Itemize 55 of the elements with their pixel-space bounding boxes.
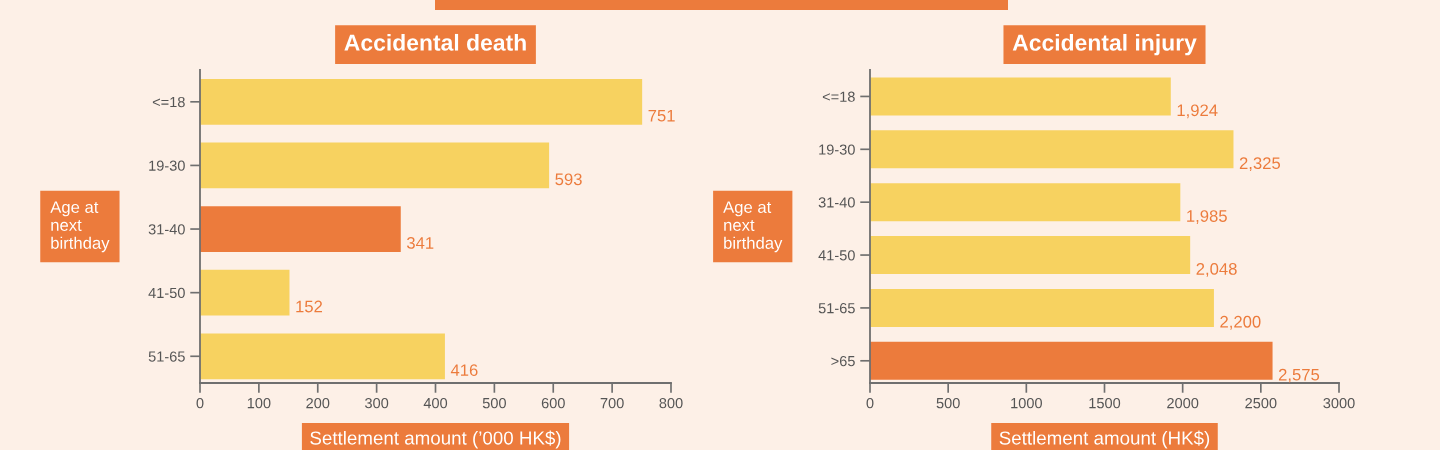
x-tick-label: 300	[365, 397, 389, 409]
y-tick-label: 31-40	[818, 197, 855, 208]
data-label: 2,200	[1220, 315, 1261, 330]
data-label: 593	[555, 173, 582, 186]
data-label: 1,924	[1177, 104, 1218, 119]
x-axis-title: Settlement amount (HK$)	[999, 430, 1210, 449]
x-tick-label: 500	[482, 397, 506, 409]
y-tick-label: >65	[831, 355, 855, 367]
x-tick-label: 2500	[1245, 397, 1277, 409]
x-axis-title: Settlement amount (’000 HK$)	[310, 430, 561, 449]
x-tick-label: 0	[866, 397, 874, 409]
x-tick-label: 800	[659, 397, 683, 409]
y-tick-label: 19-30	[149, 160, 185, 171]
bar	[870, 236, 1191, 275]
data-label: 341	[406, 236, 434, 249]
data-label: 751	[648, 109, 675, 122]
data-label: 2,325	[1239, 157, 1281, 172]
y-tick-label: 51-65	[148, 351, 185, 362]
data-label: 2,048	[1196, 263, 1237, 277]
x-tick-label: 500	[936, 397, 960, 409]
data-label: 416	[450, 364, 478, 377]
x-tick-label: 400	[423, 397, 448, 409]
data-label: 152	[296, 300, 323, 313]
bar	[870, 130, 1234, 169]
y-tick-label: 31-40	[148, 224, 185, 235]
y-axis-title: Age at next birthday	[723, 201, 783, 253]
bar	[870, 341, 1273, 380]
bar	[200, 333, 445, 380]
bar	[200, 78, 643, 125]
y-tick-label: <=18	[822, 91, 855, 102]
x-tick-label: 3000	[1323, 397, 1355, 409]
y-tick-label: 41-50	[818, 250, 855, 261]
y-axis-title: Age at next birthday	[50, 201, 110, 253]
bar	[870, 77, 1171, 116]
data-label: 1,985	[1187, 210, 1227, 224]
bar	[870, 288, 1214, 327]
x-tick-label: 700	[600, 397, 624, 409]
bar	[200, 142, 550, 189]
x-tick-label: 100	[247, 397, 271, 409]
y-tick-label: 41-50	[148, 287, 185, 299]
x-tick-label: 0	[196, 397, 204, 409]
chart-title: Accidental death	[344, 33, 526, 51]
y-tick-label: <=18	[152, 96, 185, 108]
data-label: 2,575	[1278, 368, 1320, 383]
x-tick-label: 1000	[1011, 397, 1042, 409]
chart-title: Accidental injury	[1012, 33, 1197, 56]
y-tick-label: 51-65	[818, 303, 855, 314]
bar	[200, 269, 290, 316]
x-tick-label: 200	[306, 397, 330, 409]
x-tick-label: 1500	[1089, 397, 1121, 409]
bar	[200, 206, 401, 252]
x-tick-label: 600	[541, 397, 565, 409]
y-tick-label: 19-30	[819, 144, 855, 155]
bar	[870, 183, 1181, 222]
x-tick-label: 2000	[1167, 397, 1199, 409]
